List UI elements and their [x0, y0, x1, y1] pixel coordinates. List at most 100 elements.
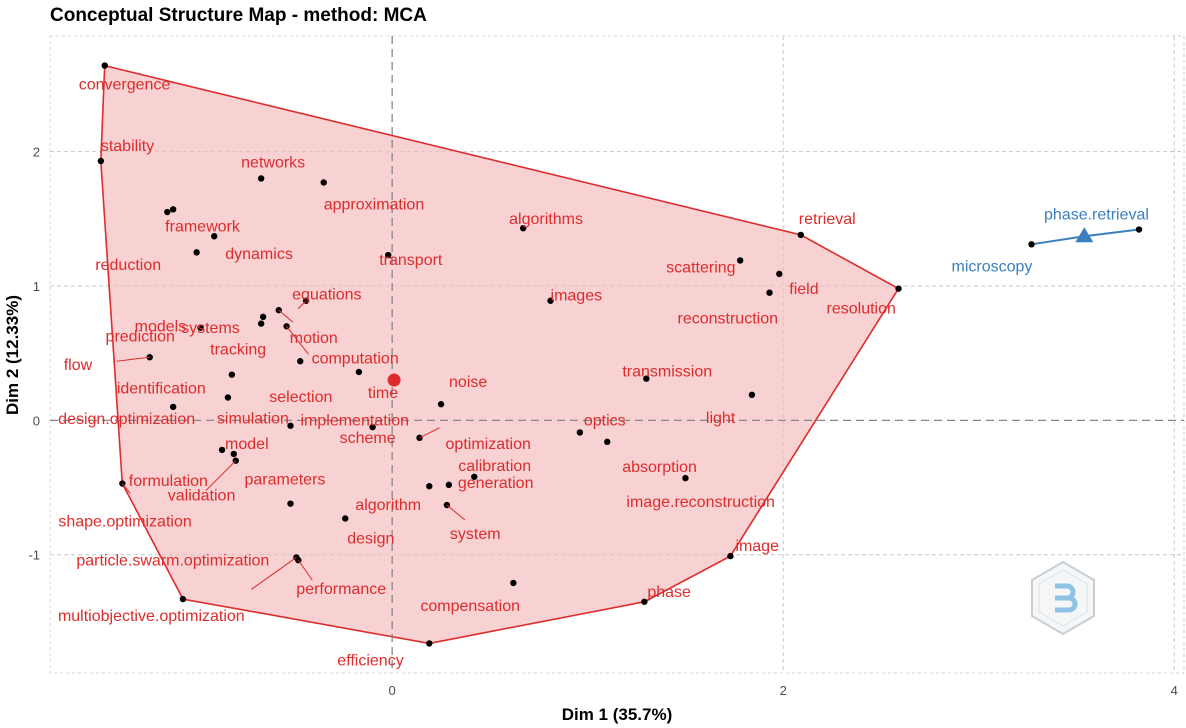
point-label: approximation — [324, 196, 425, 213]
label-leader-line — [278, 309, 294, 323]
data-point — [766, 289, 773, 296]
point-label: reduction — [95, 257, 161, 274]
data-point — [426, 640, 433, 647]
point-label: multiobjective.optimization — [58, 608, 245, 625]
logo-watermark — [1031, 560, 1095, 636]
point-label: phase — [647, 584, 691, 601]
data-point — [355, 368, 363, 376]
cluster-centroid — [1075, 227, 1094, 243]
point-labels: convergence stability networks approximatio… — [58, 77, 1149, 670]
data-point — [1028, 241, 1035, 248]
point-label: validation — [168, 488, 236, 505]
data-point — [259, 313, 267, 321]
panel-border — [49, 35, 1185, 674]
point-label: algorithms — [509, 211, 583, 228]
label-leader-line — [286, 325, 309, 355]
point-label: noise — [449, 374, 487, 391]
data-point — [230, 450, 237, 458]
point-label: equations — [292, 287, 361, 304]
x-tick-label: 4 — [1171, 683, 1178, 698]
point-label: identification — [117, 381, 206, 398]
reference-lines — [50, 36, 1184, 673]
point-label: motion — [290, 330, 338, 347]
point-label: transport — [379, 252, 443, 269]
data-point — [547, 297, 554, 304]
point-label: design — [347, 530, 394, 547]
cluster-centroid — [387, 373, 401, 387]
data-point — [228, 371, 236, 378]
data-point — [257, 320, 265, 327]
data-point — [146, 353, 153, 361]
x-tick-label: 0 — [389, 683, 396, 698]
data-point — [297, 358, 304, 365]
data-point — [682, 474, 689, 482]
data-point — [797, 231, 804, 239]
data-point — [287, 500, 294, 507]
point-label: microscopy — [951, 258, 1032, 275]
label-leader-line — [251, 557, 297, 590]
point-label: image.reconstruction — [626, 494, 775, 511]
label-leader-line — [419, 427, 440, 439]
point-label: prediction — [106, 329, 175, 346]
point-label: particle.swarm.optimization — [76, 552, 269, 569]
y-tick-label: 2 — [33, 145, 40, 160]
data-point — [342, 515, 349, 522]
cluster-hull — [99, 64, 1140, 645]
point-label: flow — [64, 357, 93, 374]
point-label: generation — [458, 475, 534, 492]
point-label: systems — [181, 320, 240, 337]
y-tick-label: 0 — [33, 413, 40, 428]
point-label: networks — [241, 154, 305, 171]
point-label: performance — [296, 581, 386, 598]
x-axis-title: Dim 1 (35.7%) — [562, 705, 673, 724]
point-label: resolution — [827, 301, 896, 318]
data-point — [736, 257, 744, 264]
point-label: absorption — [622, 459, 697, 476]
data-point — [257, 175, 265, 182]
data-point — [643, 375, 650, 382]
data-point — [169, 206, 177, 213]
point-label: stability — [101, 138, 154, 155]
data-point — [193, 249, 200, 256]
point-label: time — [368, 385, 398, 402]
point-label: efficiency — [337, 652, 403, 669]
data-point — [1135, 226, 1143, 233]
point-label: calibration — [458, 458, 531, 475]
data-point — [224, 394, 232, 401]
data-point — [748, 391, 756, 399]
data-point — [445, 481, 453, 489]
point-label: formulation — [129, 473, 208, 490]
label-leader-line — [205, 460, 237, 492]
label-leader-line — [116, 356, 150, 362]
point-label: selection — [269, 389, 332, 406]
data-point — [426, 483, 433, 490]
data-point — [437, 401, 445, 408]
label-leader-line — [297, 559, 313, 581]
data-point — [641, 598, 648, 605]
point-label: implementation — [300, 413, 409, 430]
label-leader-line — [297, 300, 307, 310]
data-point — [727, 552, 734, 560]
x-tick-label: 2 — [780, 683, 787, 698]
label-leader-line — [446, 504, 466, 521]
point-label: dynamics — [225, 246, 293, 263]
point-label: shape.optimization — [58, 514, 191, 531]
point-label: scheme — [340, 430, 396, 447]
data-point — [197, 324, 204, 331]
data-point — [211, 233, 218, 240]
point-label: reconstruction — [678, 311, 779, 328]
point-label: tracking — [210, 342, 266, 359]
point-label: field — [789, 281, 818, 298]
data-point — [101, 62, 108, 69]
y-tick-label: 1 — [33, 279, 40, 294]
point-label: convergence — [79, 77, 171, 94]
point-label: design.optimization — [58, 411, 195, 428]
point-label: system — [450, 526, 501, 543]
point-label: compensation — [420, 598, 520, 615]
data-point — [369, 423, 376, 431]
point-label: computation — [312, 350, 399, 367]
data-points — [97, 62, 1143, 647]
data-point — [576, 429, 584, 436]
point-label: image — [735, 538, 779, 555]
